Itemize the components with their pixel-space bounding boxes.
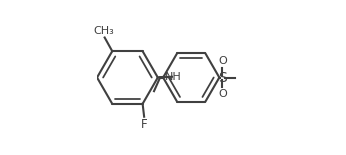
Text: S: S [218, 71, 227, 84]
Text: CH₃: CH₃ [93, 26, 114, 36]
Text: NH: NH [165, 72, 182, 82]
Text: O: O [218, 56, 227, 66]
Text: O: O [218, 89, 227, 99]
Text: F: F [141, 118, 147, 131]
